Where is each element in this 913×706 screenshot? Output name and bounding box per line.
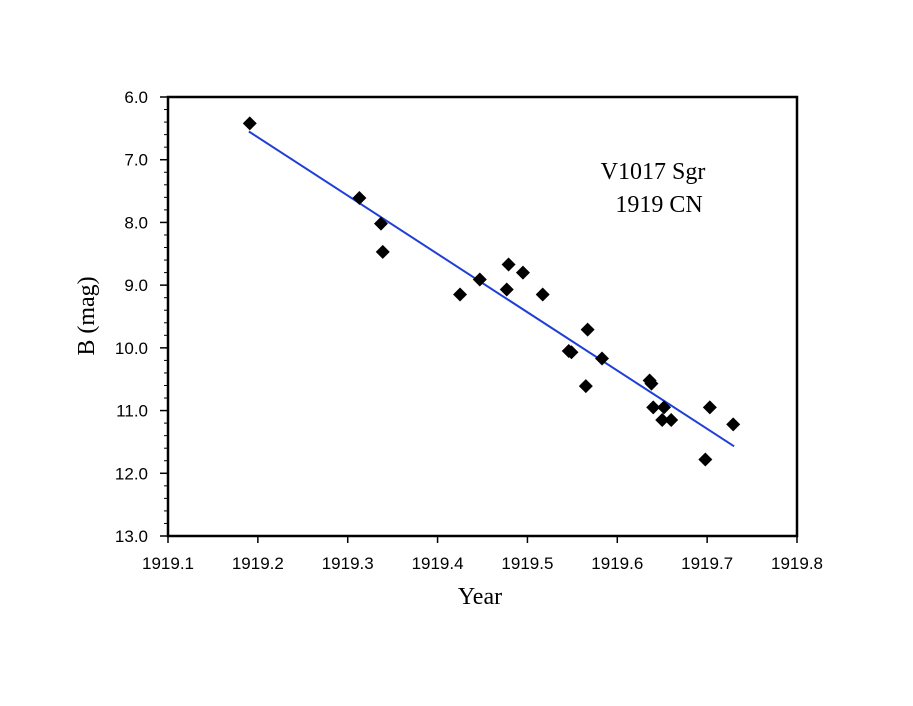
data-point — [535, 287, 550, 302]
y-tick-label: 9.0 — [124, 276, 148, 295]
y-tick-label: 6.0 — [124, 88, 148, 107]
data-points — [242, 116, 741, 467]
x-tick-label: 1919.4 — [412, 554, 464, 573]
data-point — [644, 376, 659, 391]
axis-ticks — [160, 96, 798, 543]
x-axis-title: Year — [458, 584, 502, 610]
x-tick-labels: 1919.1 1919.2 1919.3 1919.4 1919.5 1919.6 1919… — [142, 554, 823, 573]
plot-frame — [166, 95, 799, 538]
data-point — [664, 412, 679, 427]
data-point — [515, 265, 530, 280]
y-tick-label: 13.0 — [115, 527, 148, 546]
data-point — [352, 190, 367, 205]
data-point — [698, 452, 713, 467]
data-point — [578, 379, 593, 394]
data-point — [472, 272, 487, 287]
x-tick-label: 1919.3 — [322, 554, 374, 573]
data-point — [646, 400, 661, 415]
y-tick-label: 11.0 — [116, 402, 148, 421]
data-point — [726, 417, 741, 432]
fit-line — [248, 130, 735, 448]
x-tick-label: 1919.7 — [681, 554, 733, 573]
data-point — [375, 244, 390, 259]
x-tick-label: 1919.6 — [591, 554, 643, 573]
annotation-line-1: V1017 Sgr — [601, 159, 706, 185]
annotation-line-2: 1919 CN — [615, 192, 702, 218]
y-tick-label: 8.0 — [124, 213, 148, 232]
data-point — [373, 216, 388, 231]
data-point — [564, 345, 579, 360]
data-point — [657, 400, 672, 415]
data-point — [453, 287, 468, 302]
y-tick-label: 7.0 — [124, 151, 148, 170]
data-point — [655, 412, 670, 427]
x-tick-label: 1919.1 — [142, 554, 194, 573]
y-axis-title: B (mag) — [74, 276, 100, 355]
data-point — [702, 400, 717, 415]
x-tick-label: 1919.5 — [501, 554, 553, 573]
x-tick-label: 1919.8 — [771, 554, 823, 573]
data-point — [580, 322, 595, 337]
data-point — [499, 282, 514, 297]
data-point — [595, 351, 610, 366]
fit-line-group — [248, 130, 735, 448]
y-tick-labels: 6.0 7.0 8.0 9.0 10.0 11.0 12.0 13.0 — [115, 88, 148, 546]
data-point — [242, 116, 257, 131]
y-tick-label: 10.0 — [115, 339, 148, 358]
y-tick-label: 12.0 — [115, 464, 148, 483]
data-point — [501, 257, 516, 272]
x-tick-label: 1919.2 — [232, 554, 284, 573]
